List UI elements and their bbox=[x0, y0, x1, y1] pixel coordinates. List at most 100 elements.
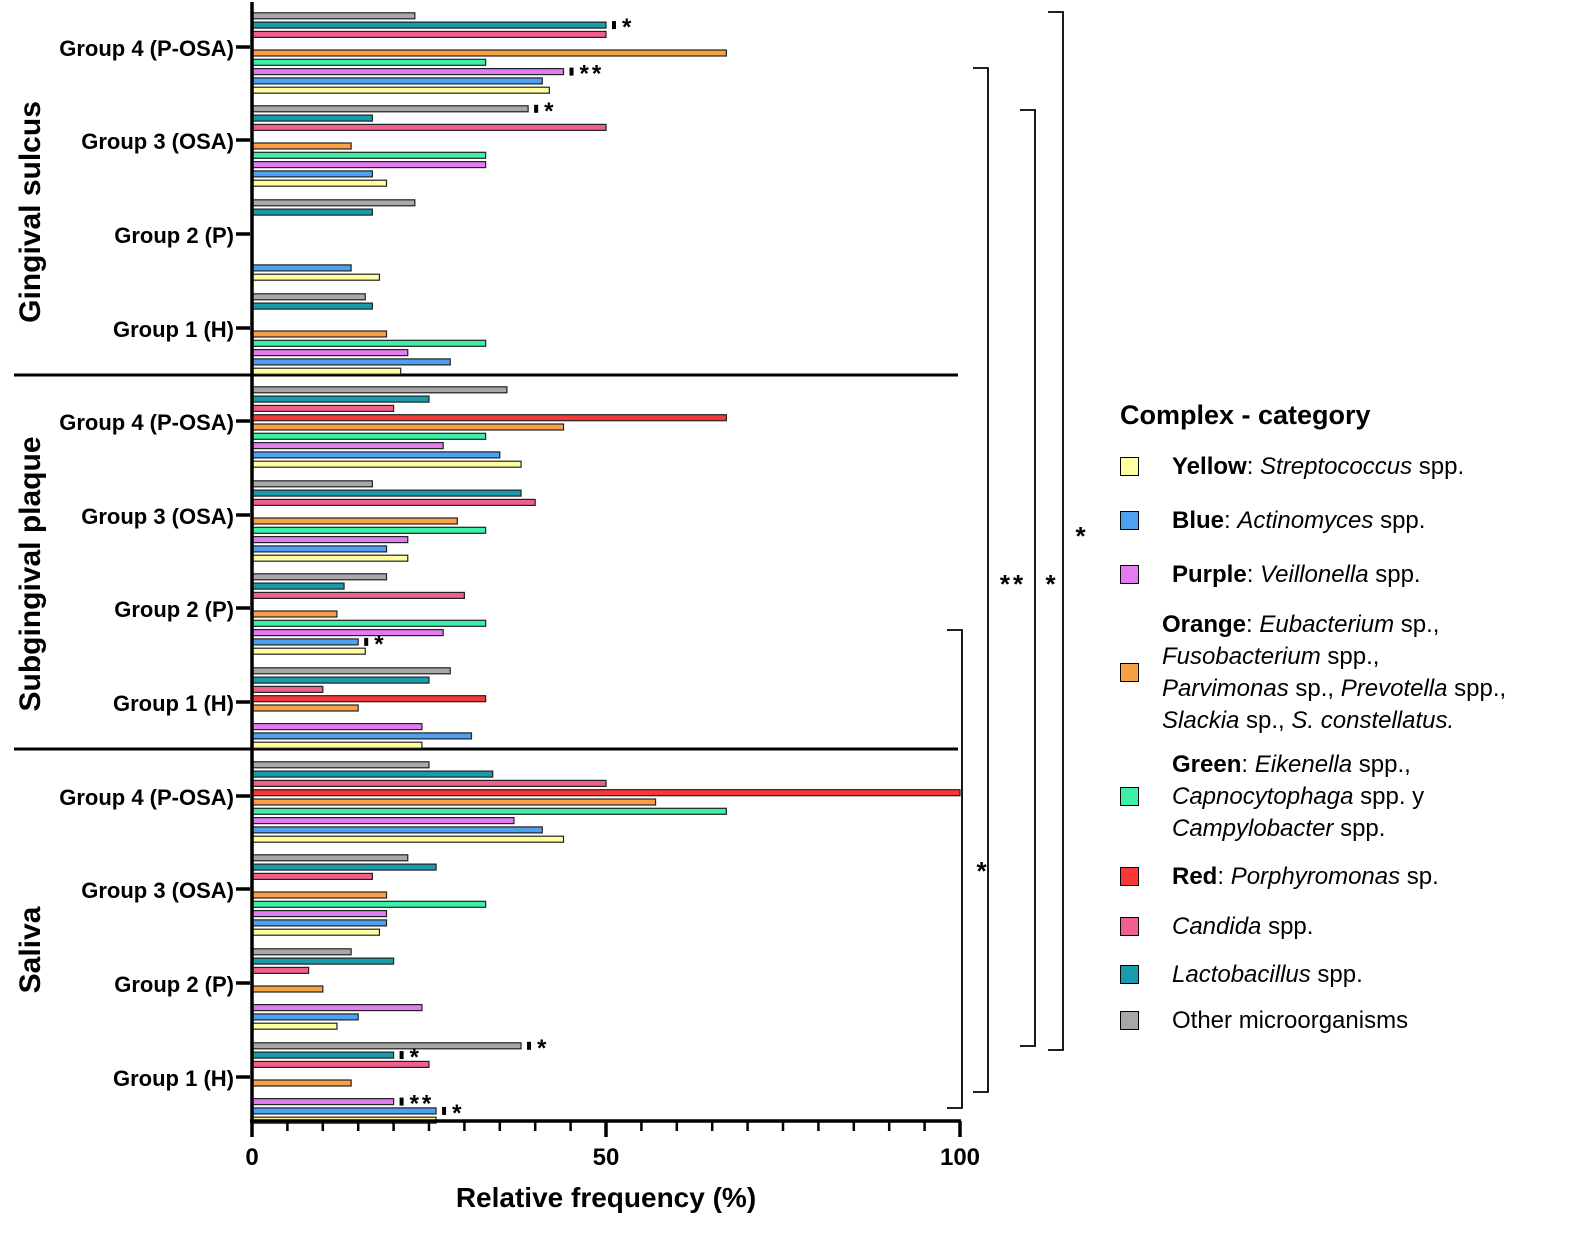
bar-orange bbox=[251, 704, 359, 712]
bar-blue bbox=[251, 1013, 359, 1021]
bar-lactobacillus bbox=[251, 114, 373, 122]
bar-orange bbox=[251, 798, 657, 806]
panel-title: Gingival sulcus bbox=[14, 101, 47, 323]
comparison-bracket bbox=[1020, 109, 1036, 1047]
bracket-significance: * bbox=[976, 856, 989, 886]
bar-candida bbox=[251, 872, 373, 881]
significance-mark: * bbox=[452, 1100, 464, 1127]
legend-item-yellow: Yellow: Streptococcus spp. bbox=[1120, 451, 1580, 483]
legend-item-purple: Purple: Veillonella spp. bbox=[1120, 559, 1580, 591]
bar-purple bbox=[251, 442, 444, 450]
bar-green bbox=[251, 58, 487, 66]
group-label: Group 1 (H) bbox=[113, 1066, 234, 1091]
bar-lactobacillus bbox=[251, 302, 373, 310]
bar-blue bbox=[251, 545, 388, 553]
group-label: Group 3 (OSA) bbox=[81, 504, 234, 529]
bar-yellow bbox=[251, 554, 409, 562]
bar-yellow bbox=[251, 835, 565, 843]
bar-blue bbox=[251, 451, 501, 459]
legend-label: Orange: Eubacterium sp., Fusobacterium sp… bbox=[1162, 611, 1507, 734]
comparison-bracket bbox=[947, 629, 963, 1109]
bar-orange bbox=[251, 1079, 352, 1087]
significance-tick bbox=[527, 1041, 532, 1050]
legend-swatch-green bbox=[1120, 787, 1139, 806]
bar-other bbox=[251, 948, 352, 956]
bar-candida bbox=[251, 1060, 430, 1069]
bar-purple bbox=[251, 816, 515, 825]
bar-purple bbox=[251, 722, 423, 731]
bar-yellow bbox=[251, 1022, 338, 1030]
significance-mark: * bbox=[374, 631, 386, 658]
bar-candida bbox=[251, 966, 310, 975]
group-label: Group 2 (P) bbox=[114, 223, 234, 248]
bar-blue bbox=[251, 77, 543, 85]
bar-blue bbox=[251, 826, 543, 834]
bar-orange bbox=[251, 985, 324, 993]
bar-orange bbox=[251, 142, 352, 150]
bracket-significance: * bbox=[1075, 521, 1088, 551]
bar-yellow bbox=[251, 367, 402, 375]
bar-red bbox=[251, 695, 487, 703]
bar-purple bbox=[251, 161, 487, 169]
legend-label: Red: Porphyromonas sp. bbox=[1172, 863, 1439, 890]
bar-lactobacillus bbox=[251, 21, 607, 29]
panel-title: Saliva bbox=[14, 906, 47, 993]
bar-lactobacillus bbox=[251, 957, 395, 965]
legend: Complex - category Yellow: Streptococcus… bbox=[1120, 400, 1580, 1037]
bar-purple bbox=[251, 349, 409, 357]
legend-label: Green: Eikenella spp., Capnocytophaga spp… bbox=[1172, 751, 1425, 842]
group-label: Group 4 (P-OSA) bbox=[59, 785, 234, 810]
bracket-significance: ** bbox=[1000, 569, 1026, 599]
bar-green bbox=[251, 339, 487, 347]
bar-blue bbox=[251, 919, 388, 927]
x-axis-title: Relative frequency (%) bbox=[456, 1182, 756, 1213]
significance-tick bbox=[399, 1051, 404, 1060]
bar-yellow bbox=[251, 86, 550, 94]
bar-candida bbox=[251, 123, 607, 132]
bar-candida bbox=[251, 591, 465, 600]
bar-yellow bbox=[251, 741, 423, 749]
bar-green bbox=[251, 807, 727, 815]
bar-lactobacillus bbox=[251, 208, 373, 216]
significance-mark: * bbox=[410, 1044, 422, 1071]
group-label: Group 1 (H) bbox=[113, 691, 234, 716]
legend-label: Lactobacillus spp. bbox=[1172, 961, 1363, 988]
bar-candida bbox=[251, 685, 324, 694]
legend-label: Yellow: Streptococcus spp. bbox=[1172, 453, 1465, 480]
bar-other bbox=[251, 1042, 522, 1050]
bar-other bbox=[251, 293, 366, 301]
x-tick-label: 0 bbox=[245, 1144, 258, 1171]
significance-tick bbox=[399, 1097, 404, 1106]
legend-item-blue: Blue: Actinomyces spp. bbox=[1120, 505, 1580, 537]
bar-purple bbox=[251, 67, 565, 76]
x-tick-label: 50 bbox=[593, 1144, 620, 1171]
legend-label: Blue: Actinomyces spp. bbox=[1172, 507, 1426, 534]
legend-swatch-yellow bbox=[1120, 457, 1139, 476]
significance-mark: * bbox=[622, 14, 634, 41]
bar-yellow bbox=[251, 647, 366, 655]
bar-lactobacillus bbox=[251, 582, 345, 590]
legend-swatch-lactobacillus bbox=[1120, 965, 1139, 984]
bar-blue bbox=[251, 1107, 437, 1115]
legend-swatch-other bbox=[1120, 1011, 1139, 1030]
bar-purple bbox=[251, 1003, 423, 1012]
group-label: Group 1 (H) bbox=[113, 317, 234, 342]
significance-mark: ** bbox=[580, 61, 605, 88]
legend-item-green: Green: Eikenella spp., Capnocytophaga spp… bbox=[1120, 749, 1580, 845]
bar-green bbox=[251, 151, 487, 159]
group-label: Group 3 (OSA) bbox=[81, 129, 234, 154]
legend-item-candida: Candida spp. bbox=[1120, 911, 1580, 943]
bar-blue bbox=[251, 170, 373, 178]
bar-green bbox=[251, 526, 487, 534]
bar-blue bbox=[251, 264, 352, 272]
bar-purple bbox=[251, 535, 409, 544]
bar-candida bbox=[251, 30, 607, 38]
bar-candida bbox=[251, 498, 536, 506]
panel-title: Subgingival plaque bbox=[14, 436, 47, 711]
bar-orange bbox=[251, 517, 458, 525]
significance-mark: * bbox=[544, 98, 556, 125]
bar-candida bbox=[251, 404, 395, 412]
bar-yellow bbox=[251, 928, 381, 936]
bar-purple bbox=[251, 1097, 395, 1106]
bar-purple bbox=[251, 628, 444, 637]
